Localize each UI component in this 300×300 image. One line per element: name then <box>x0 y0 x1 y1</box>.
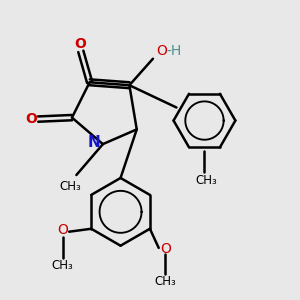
Text: O: O <box>160 242 171 256</box>
Text: N: N <box>88 135 100 150</box>
Text: -H: -H <box>167 44 182 58</box>
Text: CH₃: CH₃ <box>52 259 74 272</box>
Text: O: O <box>74 37 86 51</box>
Text: O: O <box>25 112 37 126</box>
Text: CH₃: CH₃ <box>195 174 217 187</box>
Text: CH₃: CH₃ <box>59 180 81 193</box>
Text: O: O <box>156 44 167 58</box>
Text: O: O <box>57 223 68 237</box>
Text: CH₃: CH₃ <box>154 275 176 288</box>
